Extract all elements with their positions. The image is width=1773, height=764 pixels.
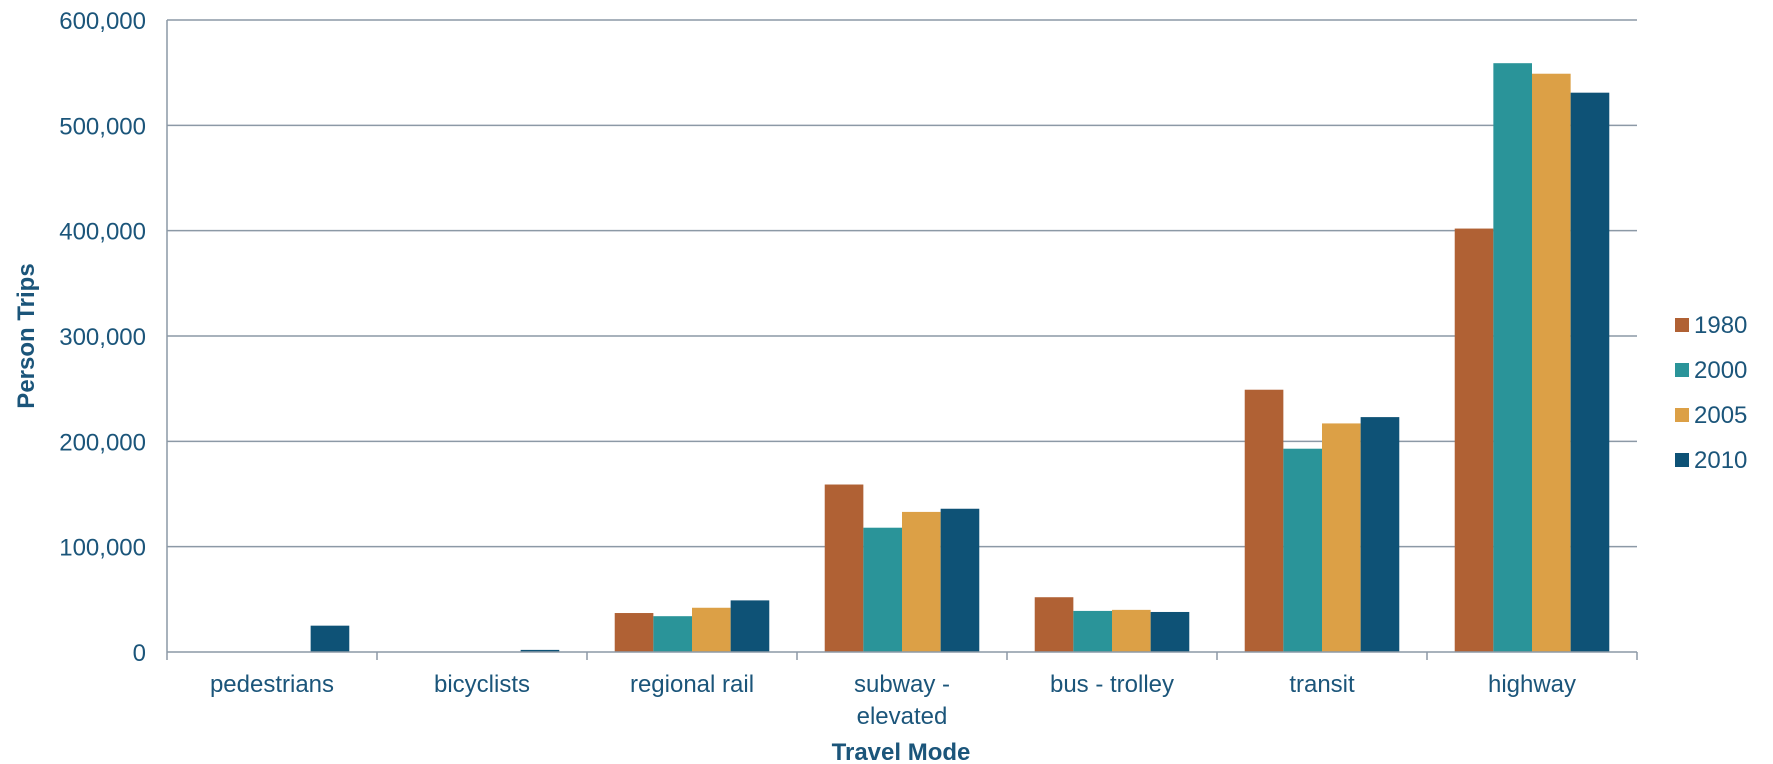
bar-2005 [1112,609,1151,652]
legend-label: 2005 [1694,402,1747,429]
legend-label: 2000 [1694,357,1747,384]
legend-label: 1980 [1694,312,1747,339]
y-tick-label: 300,000 [59,324,146,351]
bar-2010 [310,625,350,652]
bar-2010 [730,600,770,652]
bar-2000 [1493,63,1532,653]
bar-2000 [863,527,902,652]
y-tick-label: 200,000 [59,429,146,456]
y-tick-label: 100,000 [59,535,146,562]
bar-2010 [1150,611,1190,652]
bar-2005 [692,607,731,652]
legend-label: 2010 [1694,447,1747,474]
x-tick-labels: pedestrians bicyclists regional rail subway… [210,671,1576,730]
bar-1980 [824,484,864,652]
x-tick-label: highway [1488,671,1576,698]
bar-2005 [1322,423,1361,652]
gridlines [167,19,1637,548]
legend-item-2005: 2005 [1675,402,1747,429]
y-tick-labels: 0 100,000 200,000 300,000 400,000 500,000 600,… [59,8,146,667]
x-tick-label: pedestrians [210,671,334,698]
legend-item-2000: 2000 [1675,357,1747,384]
bar-2010 [520,649,560,652]
x-tick-label: elevated [857,703,948,730]
legend-swatch [1675,453,1689,467]
bar-2000 [1073,610,1112,652]
x-tick-label: regional rail [630,671,754,698]
x-tick-label: bicyclists [434,671,530,698]
legend-swatch [1675,318,1689,332]
legend-swatch [1675,408,1689,422]
bar-2010 [1360,417,1400,652]
legend-swatch [1675,363,1689,377]
legend: 1980 2000 2005 2010 [1675,312,1747,474]
bar-2005 [902,511,941,652]
y-tick-label: 400,000 [59,219,146,246]
legend-item-2010: 2010 [1675,447,1747,474]
y-tick-label: 500,000 [59,113,146,140]
bar-2005 [1532,73,1571,653]
axes [166,20,1638,660]
x-tick-label: transit [1289,671,1355,698]
legend-item-1980: 1980 [1675,312,1747,339]
bar-2010 [940,508,980,652]
x-tick-label: subway - [854,671,950,698]
y-tick-label: 600,000 [59,8,146,35]
x-tick-label: bus - trolley [1050,671,1174,698]
bars [310,63,1610,653]
bar-1980 [1034,597,1074,652]
bar-2010 [1570,92,1610,653]
x-axis-title: Travel Mode [832,739,971,764]
y-axis-title: Person Trips [13,263,40,408]
y-tick-label: 0 [133,640,146,667]
bar-1980 [1454,228,1494,652]
bar-1980 [1244,389,1284,652]
bar-2000 [1283,448,1322,652]
bar-1980 [614,613,654,652]
bar-2000 [653,616,692,652]
